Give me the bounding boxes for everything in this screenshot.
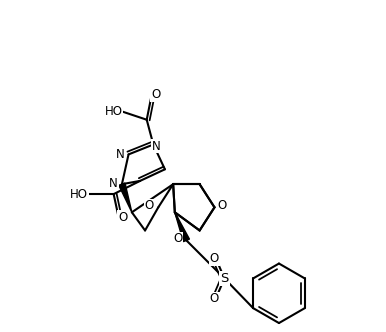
Text: O: O	[210, 252, 219, 265]
Polygon shape	[175, 212, 190, 242]
Text: N: N	[152, 140, 160, 153]
Text: N: N	[109, 177, 118, 190]
Text: O: O	[144, 199, 154, 212]
Text: HO: HO	[105, 105, 123, 118]
Polygon shape	[119, 183, 132, 212]
Text: O: O	[151, 88, 160, 101]
Text: O: O	[173, 232, 183, 245]
Text: S: S	[220, 272, 229, 285]
Text: O: O	[217, 199, 226, 212]
Text: O: O	[118, 211, 127, 224]
Text: O: O	[210, 292, 219, 305]
Text: N: N	[116, 148, 125, 161]
Text: HO: HO	[70, 188, 88, 201]
